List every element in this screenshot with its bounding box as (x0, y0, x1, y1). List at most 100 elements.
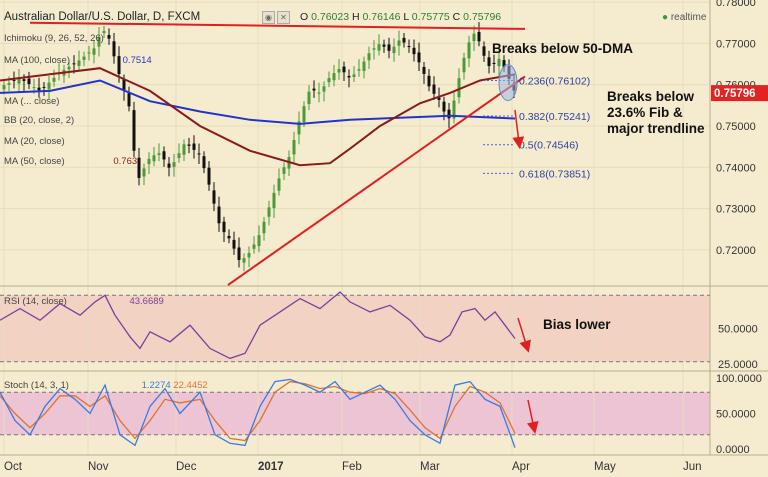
ma50-line (0, 67, 516, 167)
legend-ma100-value: 0.7514 (122, 55, 152, 66)
candle-body (167, 163, 171, 168)
candle-body (107, 35, 111, 39)
candle-body (117, 56, 121, 75)
candle-body (12, 79, 16, 81)
candle-body (457, 78, 461, 98)
x-tick-1: Nov (88, 461, 109, 473)
close-icon[interactable]: ✕ (277, 11, 290, 24)
candle-body (352, 74, 356, 77)
candle-body (202, 156, 206, 169)
candle-body (197, 153, 201, 155)
close-label: C (452, 11, 461, 23)
candle-body (472, 33, 476, 42)
candle-body (357, 69, 361, 71)
legend-bb[interactable]: BB (20, close, 2) (4, 115, 74, 126)
candle-body (312, 88, 316, 91)
candle-body (467, 42, 471, 59)
candle-body (502, 60, 506, 68)
candle-body (322, 86, 326, 92)
candle-body (22, 79, 26, 81)
high-label: H (351, 11, 360, 23)
current-price-tag (711, 85, 768, 102)
candle-body (442, 101, 446, 112)
candle-body (387, 44, 391, 51)
price-tick-6: 0.72000 (716, 245, 756, 257)
price-tick-5: 0.73000 (716, 204, 756, 216)
legend-bb-label: BB (20, close, 2) (4, 115, 75, 126)
candle-body (487, 57, 491, 67)
candle-body (67, 66, 71, 70)
annotation-fib-line3: major trendline (607, 121, 705, 136)
legend-ma20[interactable]: MA (20, close) (4, 136, 65, 147)
price-tick-3: 0.75000 (716, 121, 756, 133)
settings-icon[interactable]: ◉ (262, 11, 275, 24)
ohlc-readout: O 0.76023 H 0.76146 L 0.75775 C 0.75796 (300, 11, 501, 23)
down-arrow-2 (526, 399, 539, 434)
candle-body (122, 79, 126, 91)
trendline-0 (29, 21, 526, 30)
price-tick-1: 0.77000 (716, 38, 756, 50)
stoch-k-line (0, 378, 516, 448)
candle-body (332, 73, 336, 81)
candle-body (462, 57, 466, 73)
legend-stoch[interactable]: Stoch (14, 3, 1) 1.2274 22.4452 (4, 380, 208, 391)
candle-body (267, 207, 271, 217)
legend-rsi-value: 43.6689 (129, 296, 164, 307)
legend-ma50[interactable]: MA (50, close) 0.763 (4, 156, 137, 167)
candle-body (302, 106, 306, 123)
x-tick-4: Feb (342, 461, 362, 473)
ma100-line (0, 79, 516, 125)
candle-body (252, 244, 256, 249)
candle-body (307, 91, 311, 104)
open-label: O (300, 11, 309, 23)
rsi-line (0, 291, 516, 360)
open-value: 0.76023 (311, 11, 350, 23)
candle-body (402, 37, 406, 43)
arrows (512, 109, 539, 434)
candle-body (342, 66, 346, 73)
candle-body (32, 87, 36, 89)
legend-ma100[interactable]: MA (100, close) 0.7514 (4, 55, 152, 66)
legend-ma100-label: MA (100, close) (4, 55, 70, 66)
candle-body (162, 151, 166, 160)
candle-body (397, 40, 401, 46)
price-tick-4: 0.74000 (716, 162, 756, 174)
x-tick-8: Jun (683, 461, 702, 473)
realtime-indicator[interactable]: ● realtime (662, 12, 706, 23)
candle-body (242, 258, 246, 263)
legend-ma50-label: MA (50, close) (4, 156, 65, 167)
candle-body (207, 167, 211, 185)
legend-ichimoku[interactable]: Ichimoku (9, 26, 52, 26) (4, 33, 104, 44)
legend-ma[interactable]: MA (... close) (4, 96, 59, 107)
candle-body (112, 41, 116, 57)
candle-body (187, 144, 191, 146)
grid (0, 0, 768, 456)
annotation-fib: Breaks below 23.6% Fib & major trendline (607, 89, 705, 137)
stoch-tick-1: 50.0000 (716, 409, 756, 421)
candle-body (437, 97, 441, 100)
candle-body (37, 87, 41, 91)
candle-body (407, 46, 411, 48)
candle-body (327, 78, 331, 83)
candle-body (247, 252, 251, 258)
axes: 0.780000.770000.760000.750000.740000.730… (4, 0, 768, 473)
candle-body (97, 36, 101, 47)
annotation-bias: Bias lower (543, 317, 611, 333)
candle-body (432, 84, 436, 94)
candle-body (237, 247, 241, 261)
fib-label-2: 0.5(0.74546) (519, 140, 579, 152)
candle-body (482, 46, 486, 56)
candle-body (392, 46, 396, 54)
annotation-fib-line1: Breaks below (607, 89, 695, 104)
candle-body (447, 109, 451, 119)
candle-body (87, 52, 91, 54)
candle-body (52, 77, 56, 82)
realtime-label: realtime (670, 12, 707, 23)
legend-rsi[interactable]: RSI (14, close) 43.6689 (4, 296, 164, 307)
down-arrow-1 (517, 317, 531, 353)
legend-ichimoku-label: Ichimoku (9, 26, 52, 26) (4, 33, 104, 44)
candle-body (347, 75, 351, 78)
candle-body (82, 56, 86, 60)
legend-ma50-value: 0.763 (113, 156, 138, 167)
x-tick-6: Apr (512, 461, 530, 473)
